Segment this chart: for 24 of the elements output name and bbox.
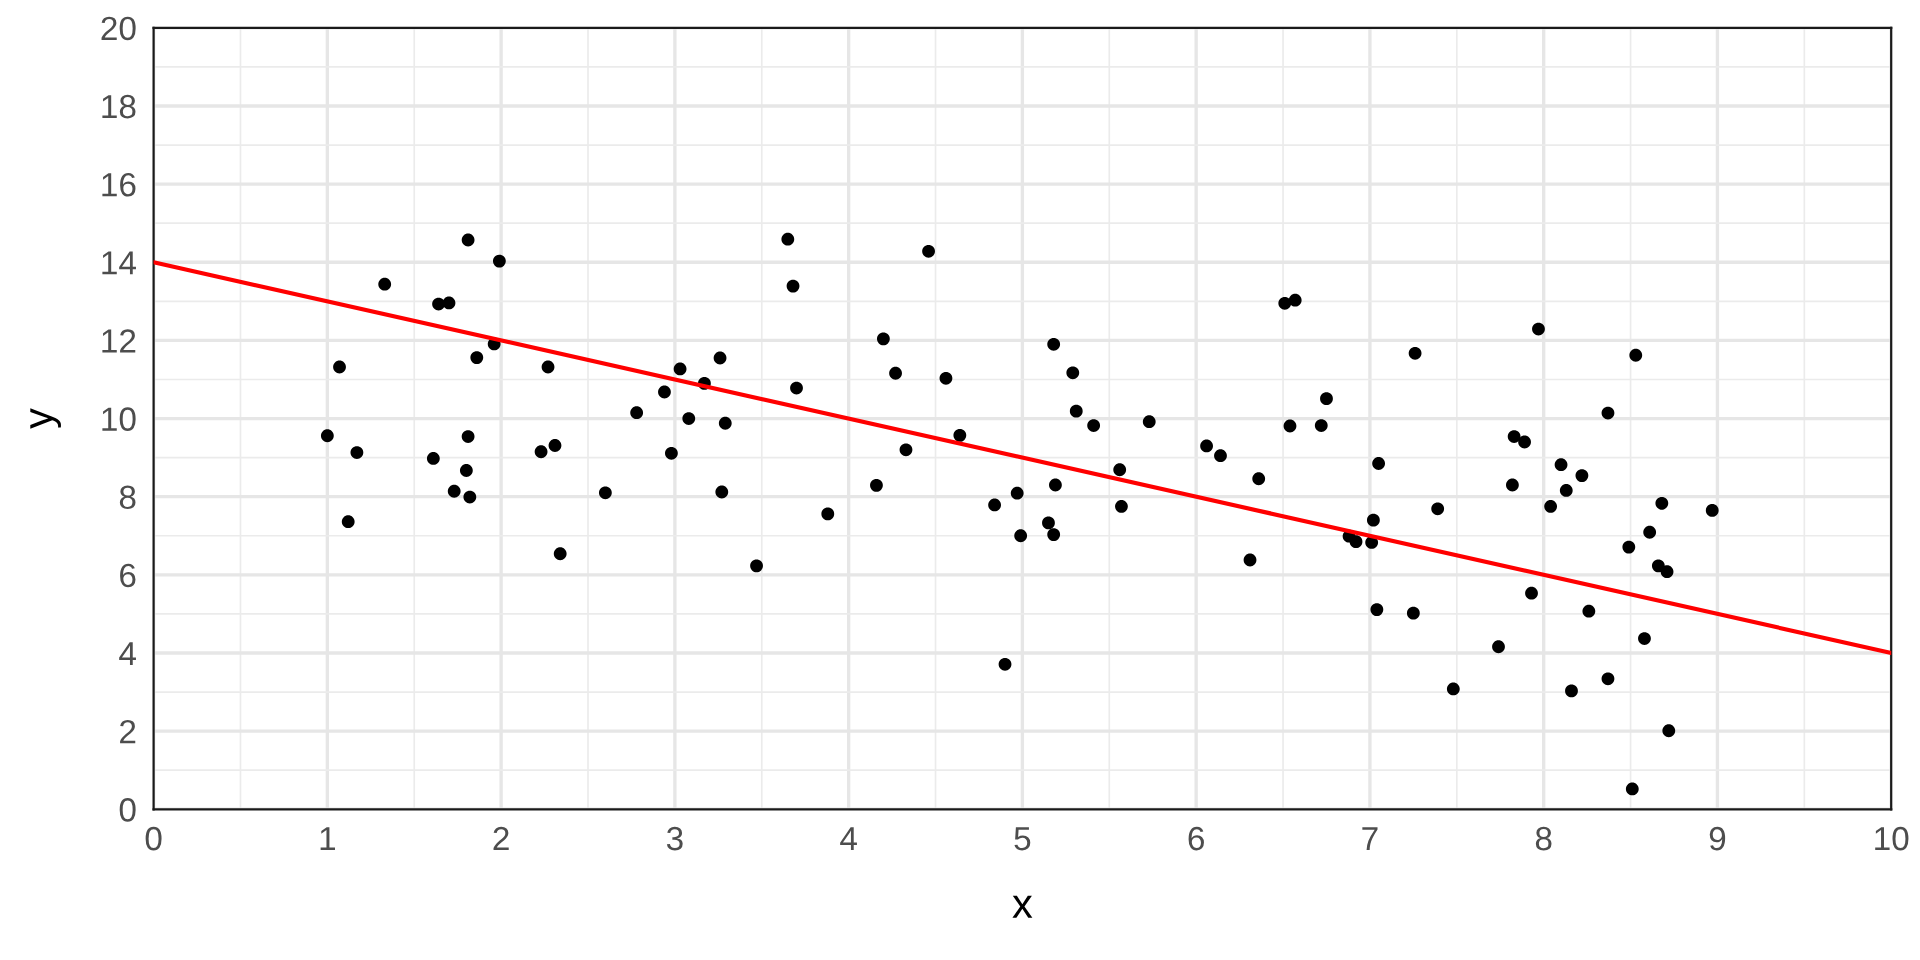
y-axis-title: y — [30, 408, 61, 429]
x-tick-label: 1 — [320, 827, 335, 851]
y-tick-label: 4 — [119, 642, 136, 666]
x-tick-label: 3 — [666, 826, 683, 851]
x-axis-title: x — [1012, 895, 1033, 918]
x-tick-label: 0 — [145, 826, 162, 851]
y-tick-label: 16 — [102, 172, 136, 197]
x-tick-label: 8 — [1535, 826, 1552, 851]
y-tick-label: 0 — [119, 798, 136, 822]
y-tick-label: 12 — [102, 329, 136, 353]
x-tick-label: 5 — [1014, 827, 1031, 851]
x-tick-label: 7 — [1362, 827, 1378, 851]
x-tick-label: 4 — [840, 827, 857, 851]
y-tick-label: 20 — [101, 16, 136, 41]
y-tick-label: 6 — [120, 563, 136, 588]
y-tick-label: 10 — [102, 407, 136, 431]
y-tick-label: 2 — [120, 719, 136, 744]
x-tick-label: 2 — [493, 826, 509, 851]
x-tick-label: 9 — [1709, 826, 1726, 851]
x-tick-label: 6 — [1188, 826, 1204, 851]
y-tick-label: 8 — [119, 485, 136, 510]
y-tick-label: 14 — [102, 251, 136, 275]
x-tick-label: 10 — [1875, 826, 1909, 851]
y-tick-label: 18 — [102, 94, 136, 119]
